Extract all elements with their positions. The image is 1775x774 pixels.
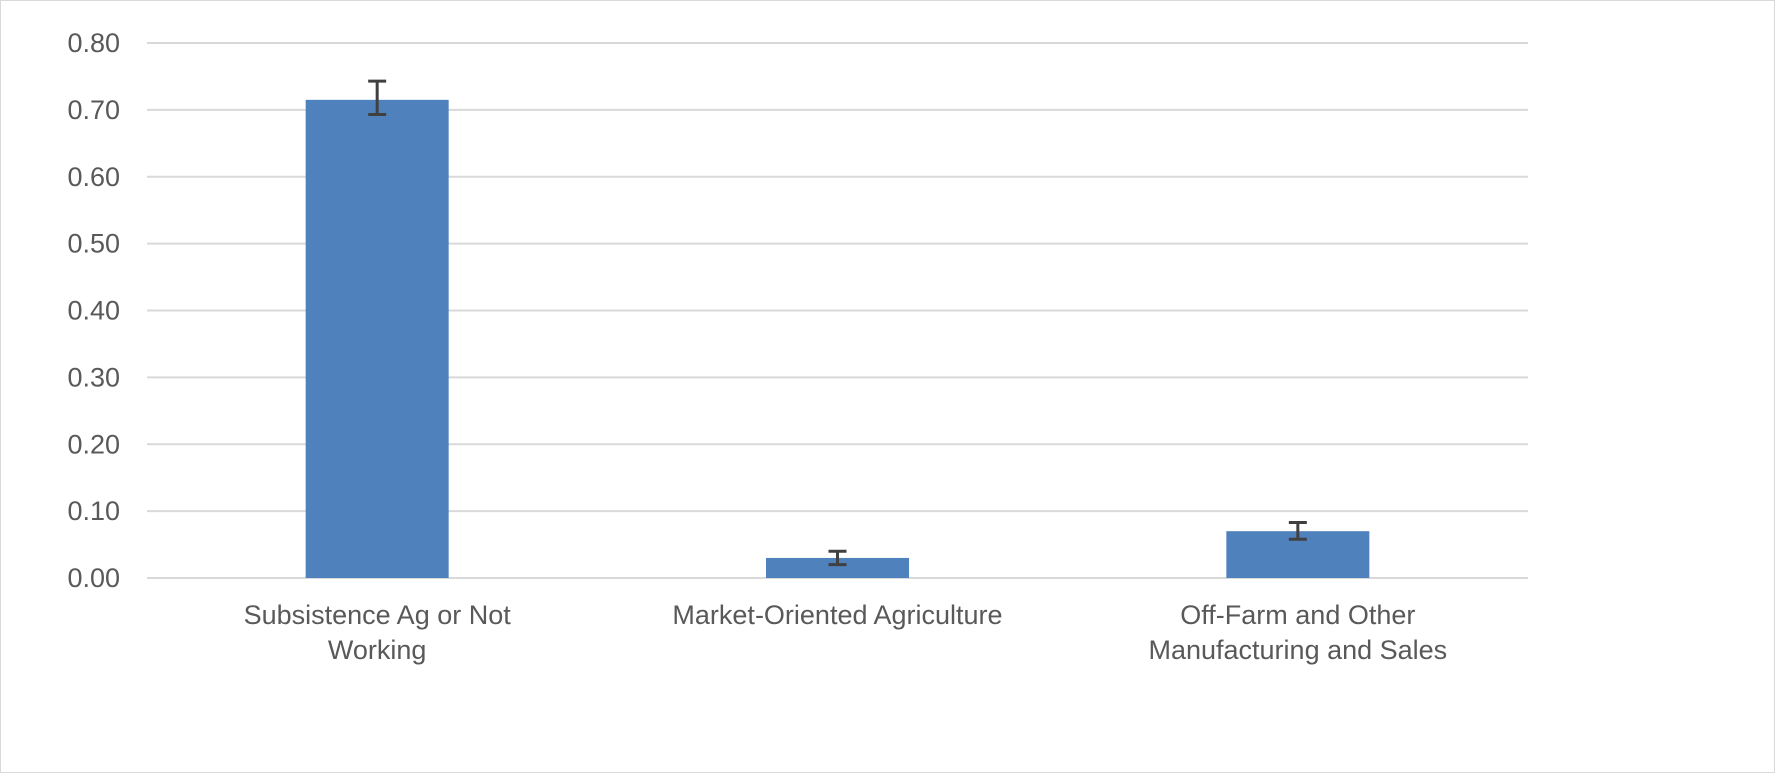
x-category-label: Subsistence Ag or Not Working (244, 600, 512, 665)
y-tick-label: 0.20 (67, 429, 120, 459)
y-tick-label: 0.60 (67, 162, 120, 192)
x-category-label-line: Market-Oriented Agriculture (672, 600, 1002, 630)
x-category-label-line: Working (328, 635, 427, 665)
x-category-label-line: Subsistence Ag or Not (244, 600, 512, 630)
y-axis-tick-labels: 0.00 0.10 0.20 0.30 0.40 0.50 0.60 0.70 0.80 (67, 28, 120, 593)
y-tick-label: 0.80 (67, 28, 120, 58)
x-category-label-line: Manufacturing and Sales (1148, 635, 1447, 665)
x-axis-category-labels: Subsistence Ag or Not Working Market-Orien… (244, 600, 1448, 665)
y-tick-label: 0.70 (67, 95, 120, 125)
y-tick-label: 0.00 (67, 563, 120, 593)
y-tick-label: 0.40 (67, 296, 120, 326)
error-bars (368, 81, 1307, 565)
y-tick-label: 0.30 (67, 362, 120, 392)
y-tick-label: 0.50 (67, 229, 120, 259)
y-tick-label: 0.10 (67, 496, 120, 526)
bars (306, 100, 1370, 578)
x-category-label-line: Off-Farm and Other (1180, 600, 1415, 630)
x-category-label: Off-Farm and Other Manufacturing and Sale… (1148, 600, 1447, 665)
x-category-label: Market-Oriented Agriculture (672, 600, 1002, 630)
bar (306, 100, 449, 578)
